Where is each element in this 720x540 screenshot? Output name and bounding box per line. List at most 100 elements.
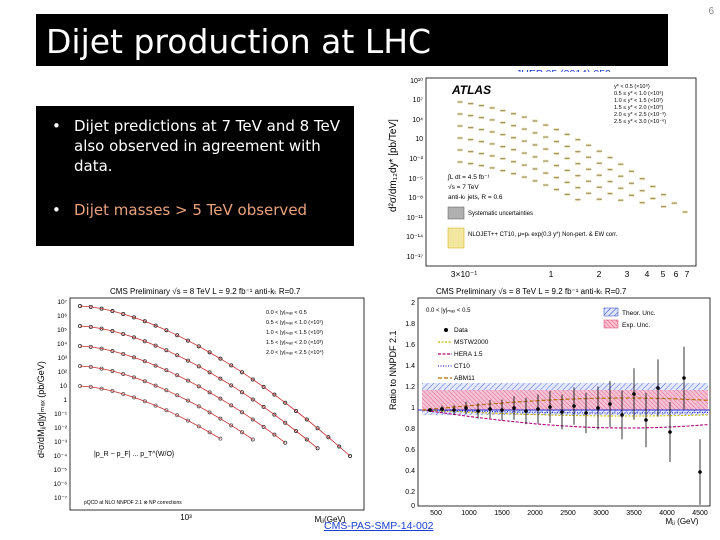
cms-left-point xyxy=(347,453,352,458)
cms-left-point xyxy=(272,392,277,397)
data-point xyxy=(584,411,588,415)
atlas-series-band xyxy=(521,151,527,155)
cms-left-point xyxy=(218,396,223,401)
data-point xyxy=(428,408,432,412)
cms-left-point xyxy=(164,328,169,333)
cms-left-y-tick: 10⁻⁵ xyxy=(54,467,68,474)
atlas-series-band xyxy=(596,161,602,165)
atlas-series-band xyxy=(500,109,506,113)
atlas-y-tick: 10⁻² xyxy=(409,156,423,163)
atlas-series-band xyxy=(618,198,624,202)
data-point xyxy=(682,376,686,380)
cms-reference-link[interactable]: CMS-PAS-SMP-14-002 xyxy=(324,520,434,532)
data-point xyxy=(440,407,444,411)
cms-left-point xyxy=(261,424,266,429)
atlas-series-band xyxy=(628,169,634,173)
atlas-x-tick: 2 xyxy=(597,269,602,279)
atlas-series-band xyxy=(511,112,517,116)
atlas-series-band xyxy=(500,157,506,161)
atlas-syst-label: Systematic uncertainties xyxy=(468,211,533,217)
atlas-series-band xyxy=(500,121,506,125)
atlas-series-band xyxy=(575,174,581,178)
cms-left-point xyxy=(175,413,180,418)
bullet-box: • Dijet predictions at 7 TeV and 8 TeV a… xyxy=(36,106,354,246)
cms-left-point xyxy=(196,364,201,369)
atlas-legend-entry: 1.5 ≤ y* < 2.0 (×10⁰) xyxy=(614,104,663,111)
atlas-series-band xyxy=(553,188,559,192)
cms-left-point xyxy=(196,404,201,409)
cms-left-curve xyxy=(79,305,351,457)
atlas-series-band xyxy=(618,174,624,178)
cms-right-y-tick: 1 xyxy=(411,405,415,412)
atlas-legend: y* < 0.5 (×10⁹) 0.5 ≤ y* < 1.0 (×10⁶) 1.… xyxy=(614,83,666,125)
atlas-series-band xyxy=(468,138,474,142)
data-point xyxy=(596,406,600,410)
cms-left-point xyxy=(142,359,147,364)
cms-left-point xyxy=(121,311,126,316)
cms-left-point xyxy=(326,435,331,440)
cms-left-curve xyxy=(79,365,254,440)
cms-left-y-tick: 10⁶ xyxy=(57,313,67,320)
atlas-series-band xyxy=(543,183,549,187)
atlas-series-band xyxy=(543,159,549,163)
atlas-series-band xyxy=(553,176,559,180)
cms-ratio-plot: CMS Preliminary √s = 8 TeV L = 9.2 fb⁻¹ … xyxy=(382,282,716,526)
atlas-series-band xyxy=(607,192,613,196)
atlas-series-band xyxy=(489,118,495,122)
cms-left-curve xyxy=(79,385,221,440)
atlas-nlo-swatch xyxy=(447,227,465,249)
atlas-y-tick-labels: 10¹⁰ 10⁷ 10⁴ 10 10⁻² 10⁻⁵ 10⁻⁸ 10⁻¹¹ 10⁻… xyxy=(406,77,423,261)
atlas-series-band xyxy=(596,173,602,177)
atlas-series-band xyxy=(478,140,484,144)
atlas-series-band xyxy=(575,162,581,166)
atlas-series-band xyxy=(607,168,613,172)
cms-left-y-tick: 10⁻¹ xyxy=(54,411,68,418)
cms-left-curve xyxy=(79,325,318,449)
atlas-series-band xyxy=(564,132,570,136)
cms-left-point xyxy=(185,338,190,343)
cms-left-legend-entry: 2.0 < |y|ₘₐₓ < 2.5 (×10⁴) xyxy=(266,349,324,356)
data-point xyxy=(632,392,636,396)
atlas-series-band xyxy=(596,185,602,189)
bullet-dot: • xyxy=(52,117,61,135)
cms-left-frame xyxy=(69,297,365,511)
cms-left-point xyxy=(283,420,288,425)
cms-left-point xyxy=(229,363,234,368)
atlas-series-band xyxy=(532,179,538,183)
data-point xyxy=(488,407,492,411)
cms-right-y-tick: 0.8 xyxy=(405,426,415,433)
atlas-series-band xyxy=(532,119,538,123)
cms-left-legend: 0.0 < |y|ₘₐₓ < 0.5 0.5 < |y|ₘₐₓ < 1.0 (×… xyxy=(266,310,324,356)
cms-left-point xyxy=(132,315,137,320)
cms-left-point xyxy=(229,423,234,428)
atlas-info-jets: anti-kₜ jets, R = 0.6 xyxy=(448,194,503,201)
cms-left-point xyxy=(261,404,266,409)
cms-left-legend-entry: 0.0 < |y|ₘₐₓ < 0.5 xyxy=(266,310,307,316)
cms-right-x-tick: 4500 xyxy=(692,510,708,517)
cms-left-x-label: Mⱼⱼ(GeV) xyxy=(315,515,346,524)
atlas-series-band xyxy=(553,152,559,156)
page-number: 6 xyxy=(708,6,714,17)
cms-right-x-tick: 2500 xyxy=(560,510,576,517)
cms-left-point xyxy=(142,379,147,384)
cms-left-point xyxy=(185,398,190,403)
atlas-series-band xyxy=(650,196,656,200)
atlas-series-band xyxy=(543,135,549,139)
cms-right-x-tick: 500 xyxy=(430,510,442,517)
cms-left-point xyxy=(196,384,201,389)
cms-left-point xyxy=(293,428,298,433)
atlas-series-band xyxy=(521,175,527,179)
cms-right-selection: 0.0 < |y|ₘₐₓ < 0.5 xyxy=(426,308,471,314)
atlas-series-band xyxy=(586,155,592,159)
atlas-series-band xyxy=(521,139,527,143)
atlas-series-band xyxy=(457,124,463,128)
atlas-series-band xyxy=(468,150,474,154)
atlas-data-series xyxy=(457,100,688,214)
bullet-text: Dijet masses > 5 TeV observed xyxy=(74,201,308,219)
atlas-series-band xyxy=(532,143,538,147)
cms-left-point xyxy=(175,353,180,358)
atlas-series-band xyxy=(628,193,634,197)
cms-left-point xyxy=(132,375,137,380)
atlas-series-band xyxy=(650,184,656,188)
atlas-series-band xyxy=(457,100,463,104)
